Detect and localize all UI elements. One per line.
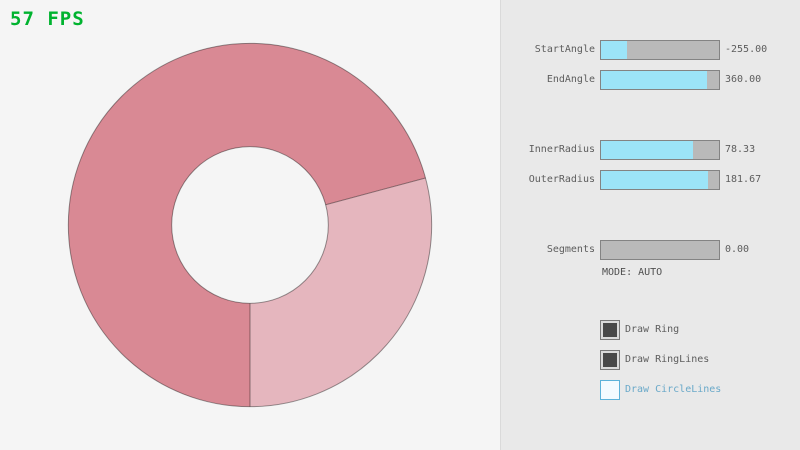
slider-start-angle[interactable] — [600, 40, 720, 60]
ring-outer-line — [67, 42, 433, 408]
mode-label: MODE: AUTO — [602, 267, 663, 278]
slider-fill-inner-radius — [601, 141, 694, 159]
checkbox-draw-circlelines[interactable] — [600, 380, 620, 400]
checkbox-check-mark — [603, 353, 617, 367]
slider-value-segments: 0.00 — [725, 244, 750, 255]
slider-segments[interactable] — [600, 240, 720, 260]
fps-counter: 57 FPS — [10, 8, 85, 30]
checkbox-draw-ringlines[interactable] — [600, 350, 620, 370]
slider-value-outer-radius: 181.67 — [725, 174, 762, 185]
ring-drawing-canvas — [67, 42, 433, 408]
checkbox-label-draw-ring: Draw Ring — [625, 324, 680, 335]
slider-fill-end-angle — [601, 71, 708, 89]
ring-sector-dark — [68, 43, 426, 407]
slider-fill-outer-radius — [601, 171, 709, 189]
slider-label-outer-radius: OuterRadius — [528, 174, 595, 185]
slider-end-angle[interactable] — [600, 70, 720, 90]
ring-start-line — [325, 177, 426, 206]
checkbox-check-mark — [603, 323, 617, 337]
slider-inner-radius[interactable] — [600, 140, 720, 160]
slider-label-end-angle: EndAngle — [546, 74, 595, 85]
slider-label-start-angle: StartAngle — [534, 44, 595, 55]
ring-sector-light — [250, 177, 432, 407]
slider-value-end-angle: 360.00 — [725, 74, 762, 85]
slider-label-inner-radius: InnerRadius — [528, 144, 595, 155]
slider-outer-radius[interactable] — [600, 170, 720, 190]
slider-fill-start-angle — [601, 41, 627, 59]
checkbox-label-draw-circlelines: Draw CircleLines — [625, 384, 722, 395]
slider-value-start-angle: -255.00 — [725, 44, 768, 55]
checkbox-label-draw-ringlines: Draw RingLines — [625, 354, 710, 365]
slider-label-segments: Segments — [546, 244, 595, 255]
ring-inner-line — [171, 146, 329, 304]
checkbox-draw-ring[interactable] — [600, 320, 620, 340]
slider-value-inner-radius: 78.33 — [725, 144, 756, 155]
